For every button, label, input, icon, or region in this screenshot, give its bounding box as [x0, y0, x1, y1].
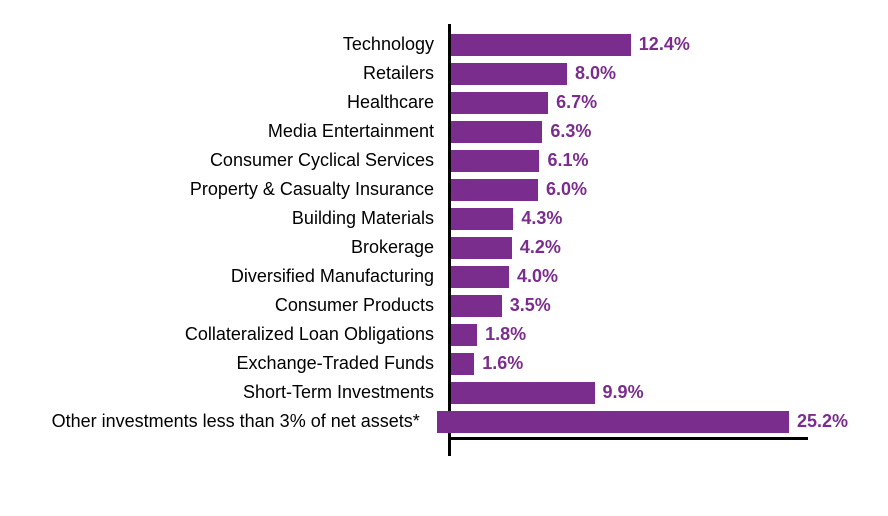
- category-label: Technology: [40, 34, 448, 55]
- bar-row: Brokerage 4.2%: [40, 233, 848, 262]
- bar-row: Consumer Cyclical Services 6.1%: [40, 146, 848, 175]
- value-label: 1.8%: [477, 324, 526, 345]
- bar-row: Short-Term Investments 9.9%: [40, 378, 848, 407]
- bar: [451, 150, 539, 172]
- bar-row: Healthcare 6.7%: [40, 88, 848, 117]
- category-label: Collateralized Loan Obligations: [40, 324, 448, 345]
- category-label: Healthcare: [40, 92, 448, 113]
- plot-area: Technology 12.4% Retailers 8.0% Healthcare 6.…: [40, 24, 848, 456]
- value-label: 8.0%: [567, 63, 616, 84]
- value-label: 9.9%: [595, 382, 644, 403]
- category-label: Exchange-Traded Funds: [40, 353, 448, 374]
- category-label: Building Materials: [40, 208, 448, 229]
- bar: [451, 353, 474, 375]
- bar-row: Media Entertainment 6.3%: [40, 117, 848, 146]
- category-label: Media Entertainment: [40, 121, 448, 142]
- category-label: Diversified Manufacturing: [40, 266, 448, 287]
- value-label: 6.0%: [538, 179, 587, 200]
- value-label: 12.4%: [631, 34, 690, 55]
- x-axis: [448, 437, 808, 440]
- bar: [437, 411, 789, 433]
- bar-row: Property & Casualty Insurance 6.0%: [40, 175, 848, 204]
- category-label: Other investments less than 3% of net as…: [40, 411, 434, 432]
- bar: [451, 266, 509, 288]
- bar: [451, 324, 477, 346]
- category-label: Consumer Cyclical Services: [40, 150, 448, 171]
- bar: [451, 237, 512, 259]
- bar-row: Consumer Products 3.5%: [40, 291, 848, 320]
- category-label: Short-Term Investments: [40, 382, 448, 403]
- bar: [451, 63, 567, 85]
- category-label: Retailers: [40, 63, 448, 84]
- value-label: 4.3%: [513, 208, 562, 229]
- bar-row: Collateralized Loan Obligations 1.8%: [40, 320, 848, 349]
- bar-row: Retailers 8.0%: [40, 59, 848, 88]
- value-label: 6.3%: [542, 121, 591, 142]
- bar-row: Building Materials 4.3%: [40, 204, 848, 233]
- bar: [451, 34, 631, 56]
- bar: [451, 382, 595, 404]
- value-label: 4.0%: [509, 266, 558, 287]
- value-label: 4.2%: [512, 237, 561, 258]
- chart-container: Technology 12.4% Retailers 8.0% Healthcare 6.…: [0, 0, 888, 516]
- category-label: Property & Casualty Insurance: [40, 179, 448, 200]
- bar: [451, 208, 513, 230]
- value-label: 3.5%: [502, 295, 551, 316]
- bar: [451, 92, 548, 114]
- bar-row: Exchange-Traded Funds 1.6%: [40, 349, 848, 378]
- value-label: 6.7%: [548, 92, 597, 113]
- bar: [451, 121, 542, 143]
- bar: [451, 179, 538, 201]
- bar-row: Technology 12.4%: [40, 30, 848, 59]
- bar: [451, 295, 502, 317]
- category-label: Consumer Products: [40, 295, 448, 316]
- value-label: 1.6%: [474, 353, 523, 374]
- category-label: Brokerage: [40, 237, 448, 258]
- value-label: 6.1%: [539, 150, 588, 171]
- value-label: 25.2%: [789, 411, 848, 432]
- bar-row: Diversified Manufacturing 4.0%: [40, 262, 848, 291]
- bar-row: Other investments less than 3% of net as…: [40, 407, 848, 436]
